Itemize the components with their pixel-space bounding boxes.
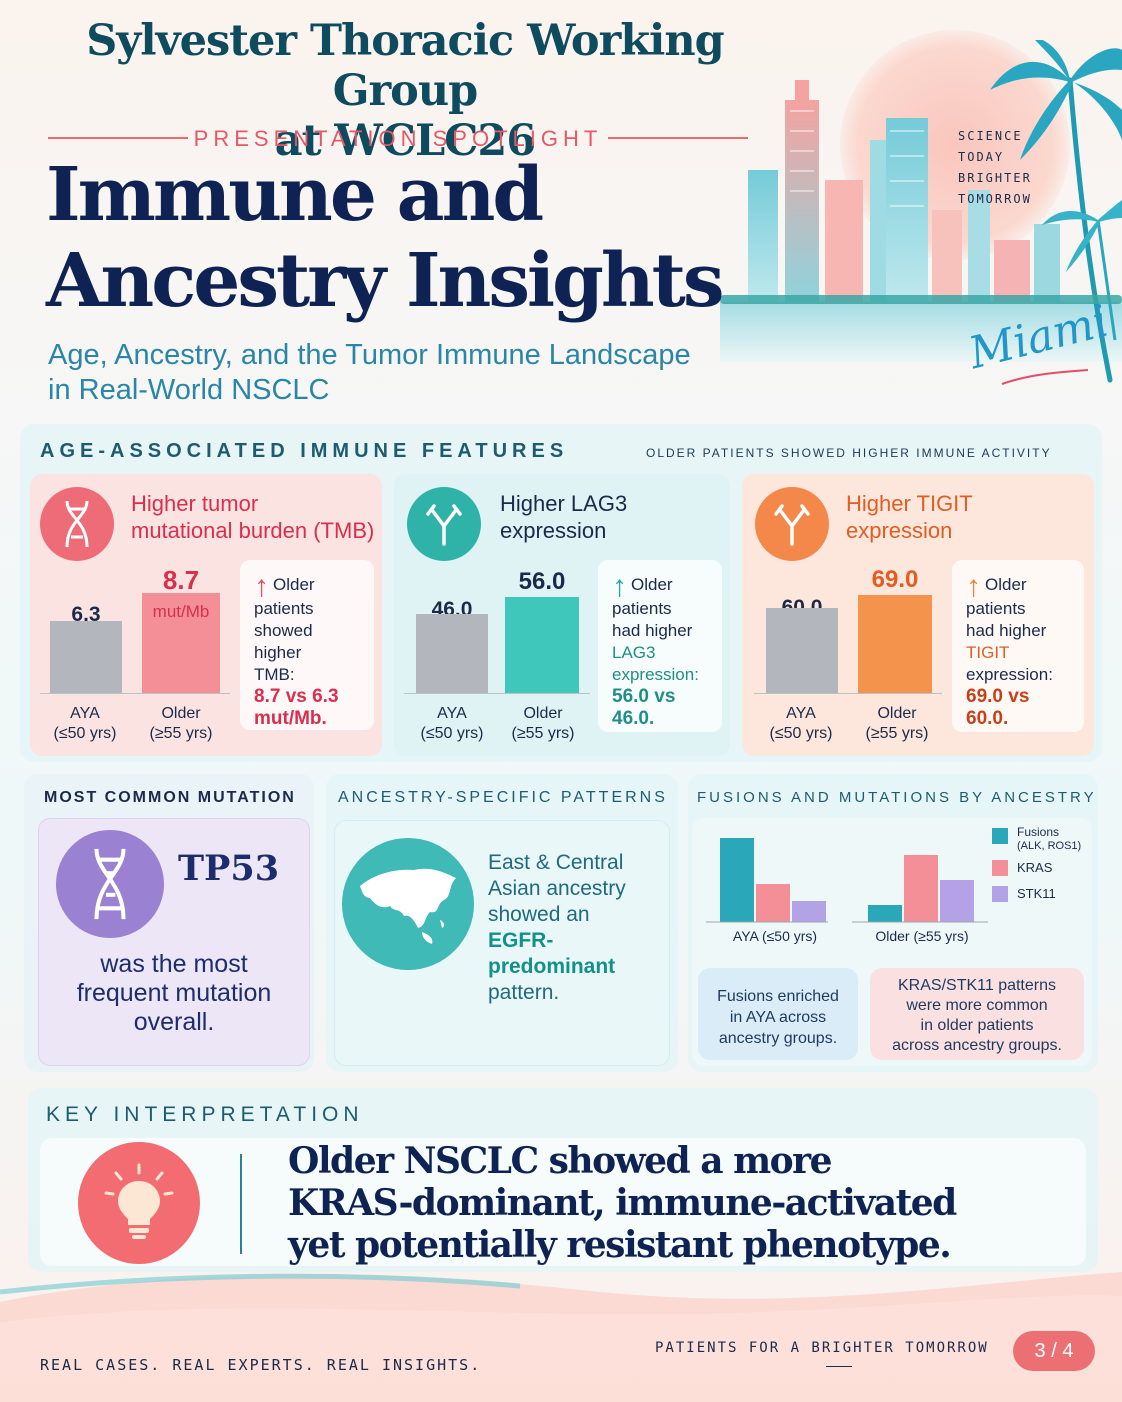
tmb-unit: mut/Mb: [152, 602, 210, 621]
spotlight-label: PRESENTATION SPOTLIGHT: [193, 126, 603, 151]
page-indicator[interactable]: 3 / 4: [1013, 1331, 1095, 1371]
legend-swatch-stk11: [992, 886, 1008, 902]
fusion-aya-label: AYA (≤50 yrs): [732, 928, 818, 944]
tmb-older-bar: [142, 593, 220, 693]
key-label: KEY INTERPRETATION: [46, 1103, 364, 1126]
lag3-axis: [404, 693, 590, 694]
legend-swatch-fusions: [992, 828, 1008, 844]
tmb-axis: [40, 693, 230, 694]
lag3-aya-bar: [416, 614, 488, 693]
antibody-icon: [755, 487, 829, 561]
tigit-title: Higher TIGIT expression: [846, 491, 973, 543]
tigit-note: ↑ Older patients had higher TIGIT express…: [952, 560, 1084, 732]
footer-underline: [826, 1366, 852, 1367]
dna-icon: [40, 487, 114, 561]
signature-underline: [1001, 369, 1089, 385]
footer-wave: [0, 1272, 1122, 1402]
divider-left: [48, 137, 188, 139]
mutation-label: MOST COMMON MUTATION: [44, 789, 296, 806]
globe-asia-icon: [342, 838, 474, 970]
lag3-older-label: Older (≥55 yrs): [511, 705, 575, 742]
tmb-note: ↑ Older patients showed higher TMB: 8.7 v…: [240, 560, 374, 730]
legend-kras: KRAS: [1017, 860, 1053, 875]
mutation-text: was the most frequent mutation overall.: [76, 950, 272, 1036]
fusions-chart: [706, 838, 988, 923]
arrow-up-icon: ↑: [966, 570, 981, 603]
fusions-label: FUSIONS AND MUTATIONS BY ANCESTRY: [697, 789, 1097, 806]
lag3-older-value: 56.0: [518, 568, 566, 595]
legend-fusions: Fusions (ALK, ROS1): [1017, 825, 1082, 852]
hero-subtitle: Age, Ancestry, and the Tumor Immune Land…: [48, 339, 691, 406]
footer-tagline: REAL CASES. REAL EXPERTS. REAL INSIGHTS.: [40, 1356, 482, 1374]
event-title: Sylvester Thoracic Working Group at WCLC…: [86, 16, 724, 166]
fusion-note-older: KRAS/STK11 patterns were more common in ol…: [870, 968, 1084, 1060]
bar-kras-older: [904, 855, 938, 922]
fusion-note-aya: Fusions enriched in AYA across ancestry gr…: [698, 968, 858, 1060]
tigit-older-value: 69.0: [871, 566, 919, 593]
key-card: [40, 1138, 1086, 1266]
bar-fusions-aya: [720, 838, 754, 922]
legend-swatch-kras: [992, 860, 1008, 876]
footer-slogan: PATIENTS FOR A BRIGHTER TOMORROW: [655, 1340, 989, 1356]
tmb-aya-value: 6.3: [71, 603, 101, 626]
tigit-older-label: Older (≥55 yrs): [865, 705, 929, 742]
bar-fusions-older: [868, 905, 902, 922]
age-section-label: AGE-ASSOCIATED IMMUNE FEATURES: [40, 440, 569, 462]
tagline: SCIENCE TODAY BRIGHTER TOMORROW: [958, 129, 1032, 206]
lag3-aya-label: AYA (≤50 yrs): [420, 705, 484, 742]
arrow-up-icon: ↑: [254, 570, 269, 603]
bar-kras-aya: [756, 884, 790, 922]
bar-stk11-aya: [792, 901, 826, 922]
tmb-older-value: 8.7: [162, 565, 200, 595]
tmb-aya-label: AYA (≤50 yrs): [53, 705, 117, 742]
spotlight-banner: PRESENTATION SPOTLIGHT: [48, 126, 748, 152]
miami-skyline-illustration: [720, 40, 1122, 383]
arrow-up-icon: ↑: [612, 570, 627, 603]
tigit-older-bar: [858, 595, 932, 693]
tmb-title: Higher tumor mutational burden (TMB): [131, 491, 375, 543]
key-divider: [240, 1154, 242, 1254]
legend-stk11: STK11: [1017, 886, 1056, 901]
lag3-older-bar: [505, 597, 579, 693]
fusion-older-label: Older (≥55 yrs): [875, 928, 969, 944]
tmb-older-label: Older (≥55 yrs): [149, 705, 213, 742]
lag3-note: ↑ Older patients had higher LAG3 expressi…: [598, 560, 722, 732]
divider-right: [608, 137, 748, 139]
gene-name: TP53: [178, 848, 280, 889]
age-section-sublabel: OLDER PATIENTS SHOWED HIGHER IMMUNE ACTI…: [646, 446, 1052, 460]
key-statement: Older NSCLC showed a more KRAS-dominant,…: [288, 1140, 957, 1266]
antibody-icon: [407, 487, 481, 561]
bar-stk11-older: [940, 880, 974, 922]
lag3-title: Higher LAG3 expression: [500, 491, 628, 543]
tmb-aya-bar: [50, 621, 122, 693]
lightbulb-icon: [78, 1142, 200, 1264]
tigit-axis: [754, 693, 942, 694]
hero-title: Immune and Ancestry Insights: [46, 152, 725, 324]
dna-icon: [56, 830, 164, 938]
ancestry-label: ANCESTRY-SPECIFIC PATTERNS: [338, 789, 668, 806]
tigit-aya-bar: [766, 608, 838, 693]
ancestry-text: East & Central Asian ancestry showed an …: [488, 851, 626, 1004]
tigit-aya-label: AYA (≤50 yrs): [769, 705, 833, 742]
